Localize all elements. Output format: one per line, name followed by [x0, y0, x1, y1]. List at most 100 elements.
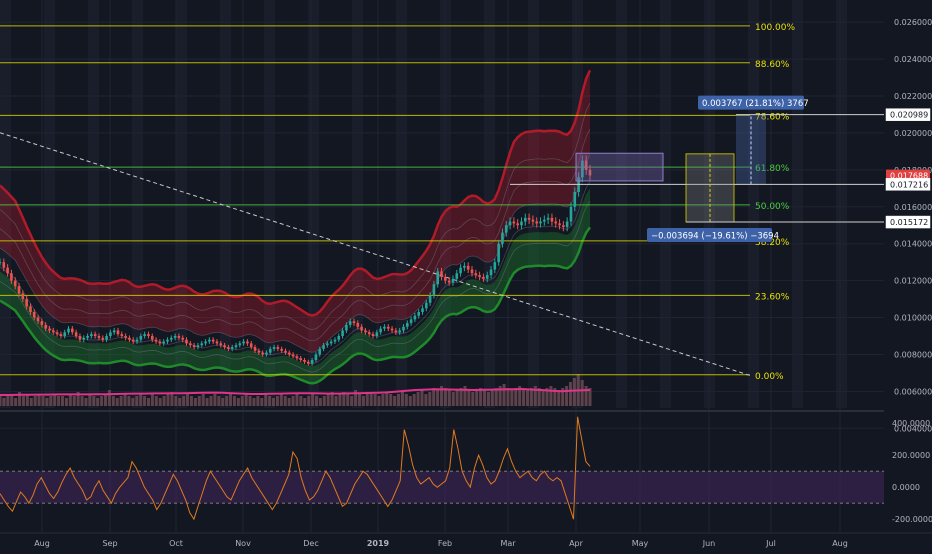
- candle-body: [402, 326, 405, 331]
- volume-bar: [393, 396, 397, 406]
- session-column: [352, 0, 363, 408]
- volume-bar: [459, 388, 463, 406]
- volume-bar: [162, 396, 166, 406]
- volume-bar: [64, 398, 68, 406]
- session-column: [220, 0, 231, 408]
- volume-bar: [158, 398, 162, 406]
- candle-body: [189, 343, 192, 346]
- candle-body: [295, 356, 299, 359]
- volume-bar: [146, 398, 150, 406]
- candle-body: [497, 243, 500, 263]
- session-column: [264, 0, 275, 408]
- volume-bar: [268, 396, 272, 406]
- candle-body: [215, 341, 219, 344]
- candle-body: [204, 341, 207, 344]
- candle-body: [307, 361, 310, 364]
- price-axis-tick: 0.026000: [894, 18, 932, 27]
- volume-bar: [299, 396, 303, 406]
- volume-bar: [150, 394, 154, 406]
- candle-body: [562, 225, 565, 228]
- candle-body: [223, 345, 226, 348]
- candle-body: [474, 273, 478, 276]
- volume-bar: [584, 386, 588, 406]
- price-axis-tick: 0.016000: [894, 203, 932, 212]
- candle-body: [162, 341, 165, 344]
- volume-bar: [412, 394, 416, 406]
- volume-bar: [166, 394, 170, 406]
- candle-body: [466, 265, 470, 270]
- candle-body: [326, 343, 329, 346]
- volume-bar: [279, 394, 283, 406]
- candle-body: [128, 337, 131, 340]
- candle-body: [348, 321, 352, 325]
- candle-body: [531, 219, 535, 222]
- candle-body: [112, 330, 116, 333]
- candle-body: [436, 271, 440, 285]
- session-column: [396, 0, 407, 408]
- volume-bar: [275, 396, 279, 406]
- candle-body: [109, 332, 112, 336]
- candle-body: [131, 339, 135, 342]
- volume-bar: [100, 396, 104, 406]
- candle-body: [322, 345, 325, 349]
- lower-band-fill: [0, 188, 590, 384]
- volume-bar: [400, 392, 404, 406]
- price-tag-label: 0.015172: [890, 218, 928, 227]
- fib-level-label: 38.20%: [755, 238, 790, 248]
- time-axis-label: Sep: [102, 539, 117, 548]
- measure-down-label: −0.003694 (−19.61%) −3694: [651, 232, 779, 242]
- candle-body: [314, 354, 318, 360]
- candle-body: [527, 217, 531, 220]
- candle-body: [181, 337, 185, 340]
- oscillator-pane: [0, 410, 884, 521]
- candle-body: [93, 334, 97, 336]
- volume-bar: [53, 394, 57, 406]
- volume-bar: [357, 394, 361, 406]
- session-column: [528, 0, 539, 408]
- candle-body: [284, 350, 287, 353]
- candle-body: [29, 306, 32, 312]
- volume-bar: [533, 386, 537, 406]
- volume-bar: [186, 394, 190, 406]
- price-tag-label: 0.017688: [890, 172, 928, 181]
- volume-bar: [572, 378, 576, 406]
- volume-bar: [381, 394, 385, 406]
- time-axis-label: Aug: [832, 539, 848, 548]
- candle-body: [394, 330, 398, 333]
- volume-bar: [506, 388, 510, 406]
- ribbon-line: [0, 129, 591, 342]
- volume-bar: [103, 394, 107, 406]
- volume-bar: [244, 394, 248, 406]
- candle-body: [523, 217, 527, 222]
- ribbon-line: [0, 181, 591, 365]
- candle-body: [409, 319, 413, 324]
- candle-body: [543, 219, 546, 222]
- ribbon-line: [0, 102, 591, 331]
- volume-bar: [475, 390, 479, 406]
- candle-body: [0, 262, 2, 264]
- volume-bar: [272, 398, 276, 406]
- candle-body: [356, 323, 360, 327]
- candle-body: [291, 354, 295, 357]
- volume-bar: [545, 388, 549, 406]
- candle-body: [265, 352, 268, 355]
- volume-bar: [537, 388, 541, 406]
- candle-body: [10, 273, 13, 281]
- candle-body: [539, 221, 542, 224]
- volume-bar: [80, 396, 84, 406]
- candle-body: [143, 334, 146, 336]
- candle-body: [451, 278, 455, 283]
- candle-body: [169, 337, 173, 340]
- candle-body: [86, 336, 89, 338]
- volume-bar: [76, 392, 80, 406]
- candle-body: [246, 341, 249, 344]
- time-axis-label: Dec: [303, 539, 318, 548]
- candle-body: [417, 312, 421, 316]
- volume-bar: [189, 396, 193, 406]
- measure-down-label-bg: [647, 228, 772, 243]
- candle-body: [82, 337, 86, 340]
- volume-bar: [256, 396, 260, 406]
- candle-body: [375, 332, 379, 336]
